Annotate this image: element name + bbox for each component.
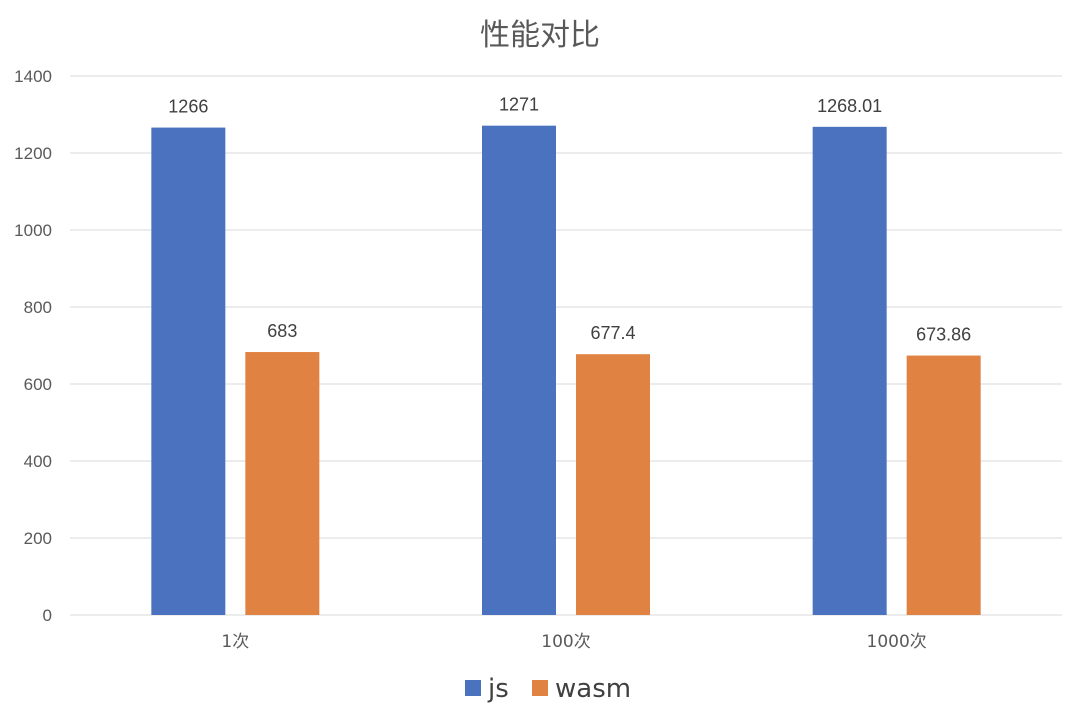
data-label-wasm: 673.86: [916, 325, 971, 345]
x-category-label: 1次: [221, 632, 249, 652]
y-tick-label: 400: [24, 452, 52, 471]
y-tick-label: 600: [24, 375, 52, 394]
bar-wasm: [576, 354, 650, 615]
bar-js: [812, 126, 887, 615]
x-category-label: 1000次: [867, 632, 927, 652]
legend-swatch-wasm: [532, 680, 548, 696]
chart-title: 性能对比: [480, 18, 600, 53]
y-tick-label: 800: [24, 298, 52, 317]
y-tick-label: 1400: [14, 67, 52, 86]
x-axis-categories: 1次 100次 1000次: [221, 632, 926, 652]
bar-wasm: [245, 352, 320, 615]
data-label-js: 1271: [499, 95, 539, 115]
grid-lines: [70, 75, 1062, 616]
legend-label-wasm: wasm: [555, 674, 631, 704]
y-tick-label: 1200: [14, 144, 52, 163]
y-tick-label: 1000: [14, 221, 52, 240]
legend: js wasm: [465, 674, 631, 704]
y-tick-label: 200: [24, 529, 52, 548]
data-label-wasm: 683: [267, 321, 297, 341]
legend-label-js: js: [487, 674, 509, 704]
y-axis-ticks: 0 200 400 600 800 1000 1200 1400: [14, 67, 52, 625]
data-label-js: 1268.01: [817, 96, 882, 116]
bar-wasm: [906, 355, 981, 615]
bars: [151, 125, 981, 615]
data-labels: 1266 683 1271 677.4 1268.01 673.86: [168, 95, 971, 345]
legend-swatch-js: [465, 680, 481, 696]
data-label-wasm: 677.4: [590, 323, 635, 343]
bar-js: [482, 125, 556, 615]
y-tick-label: 0: [43, 606, 52, 625]
bar-js: [151, 127, 226, 615]
x-category-label: 100次: [541, 632, 590, 652]
data-label-js: 1266: [168, 97, 208, 117]
